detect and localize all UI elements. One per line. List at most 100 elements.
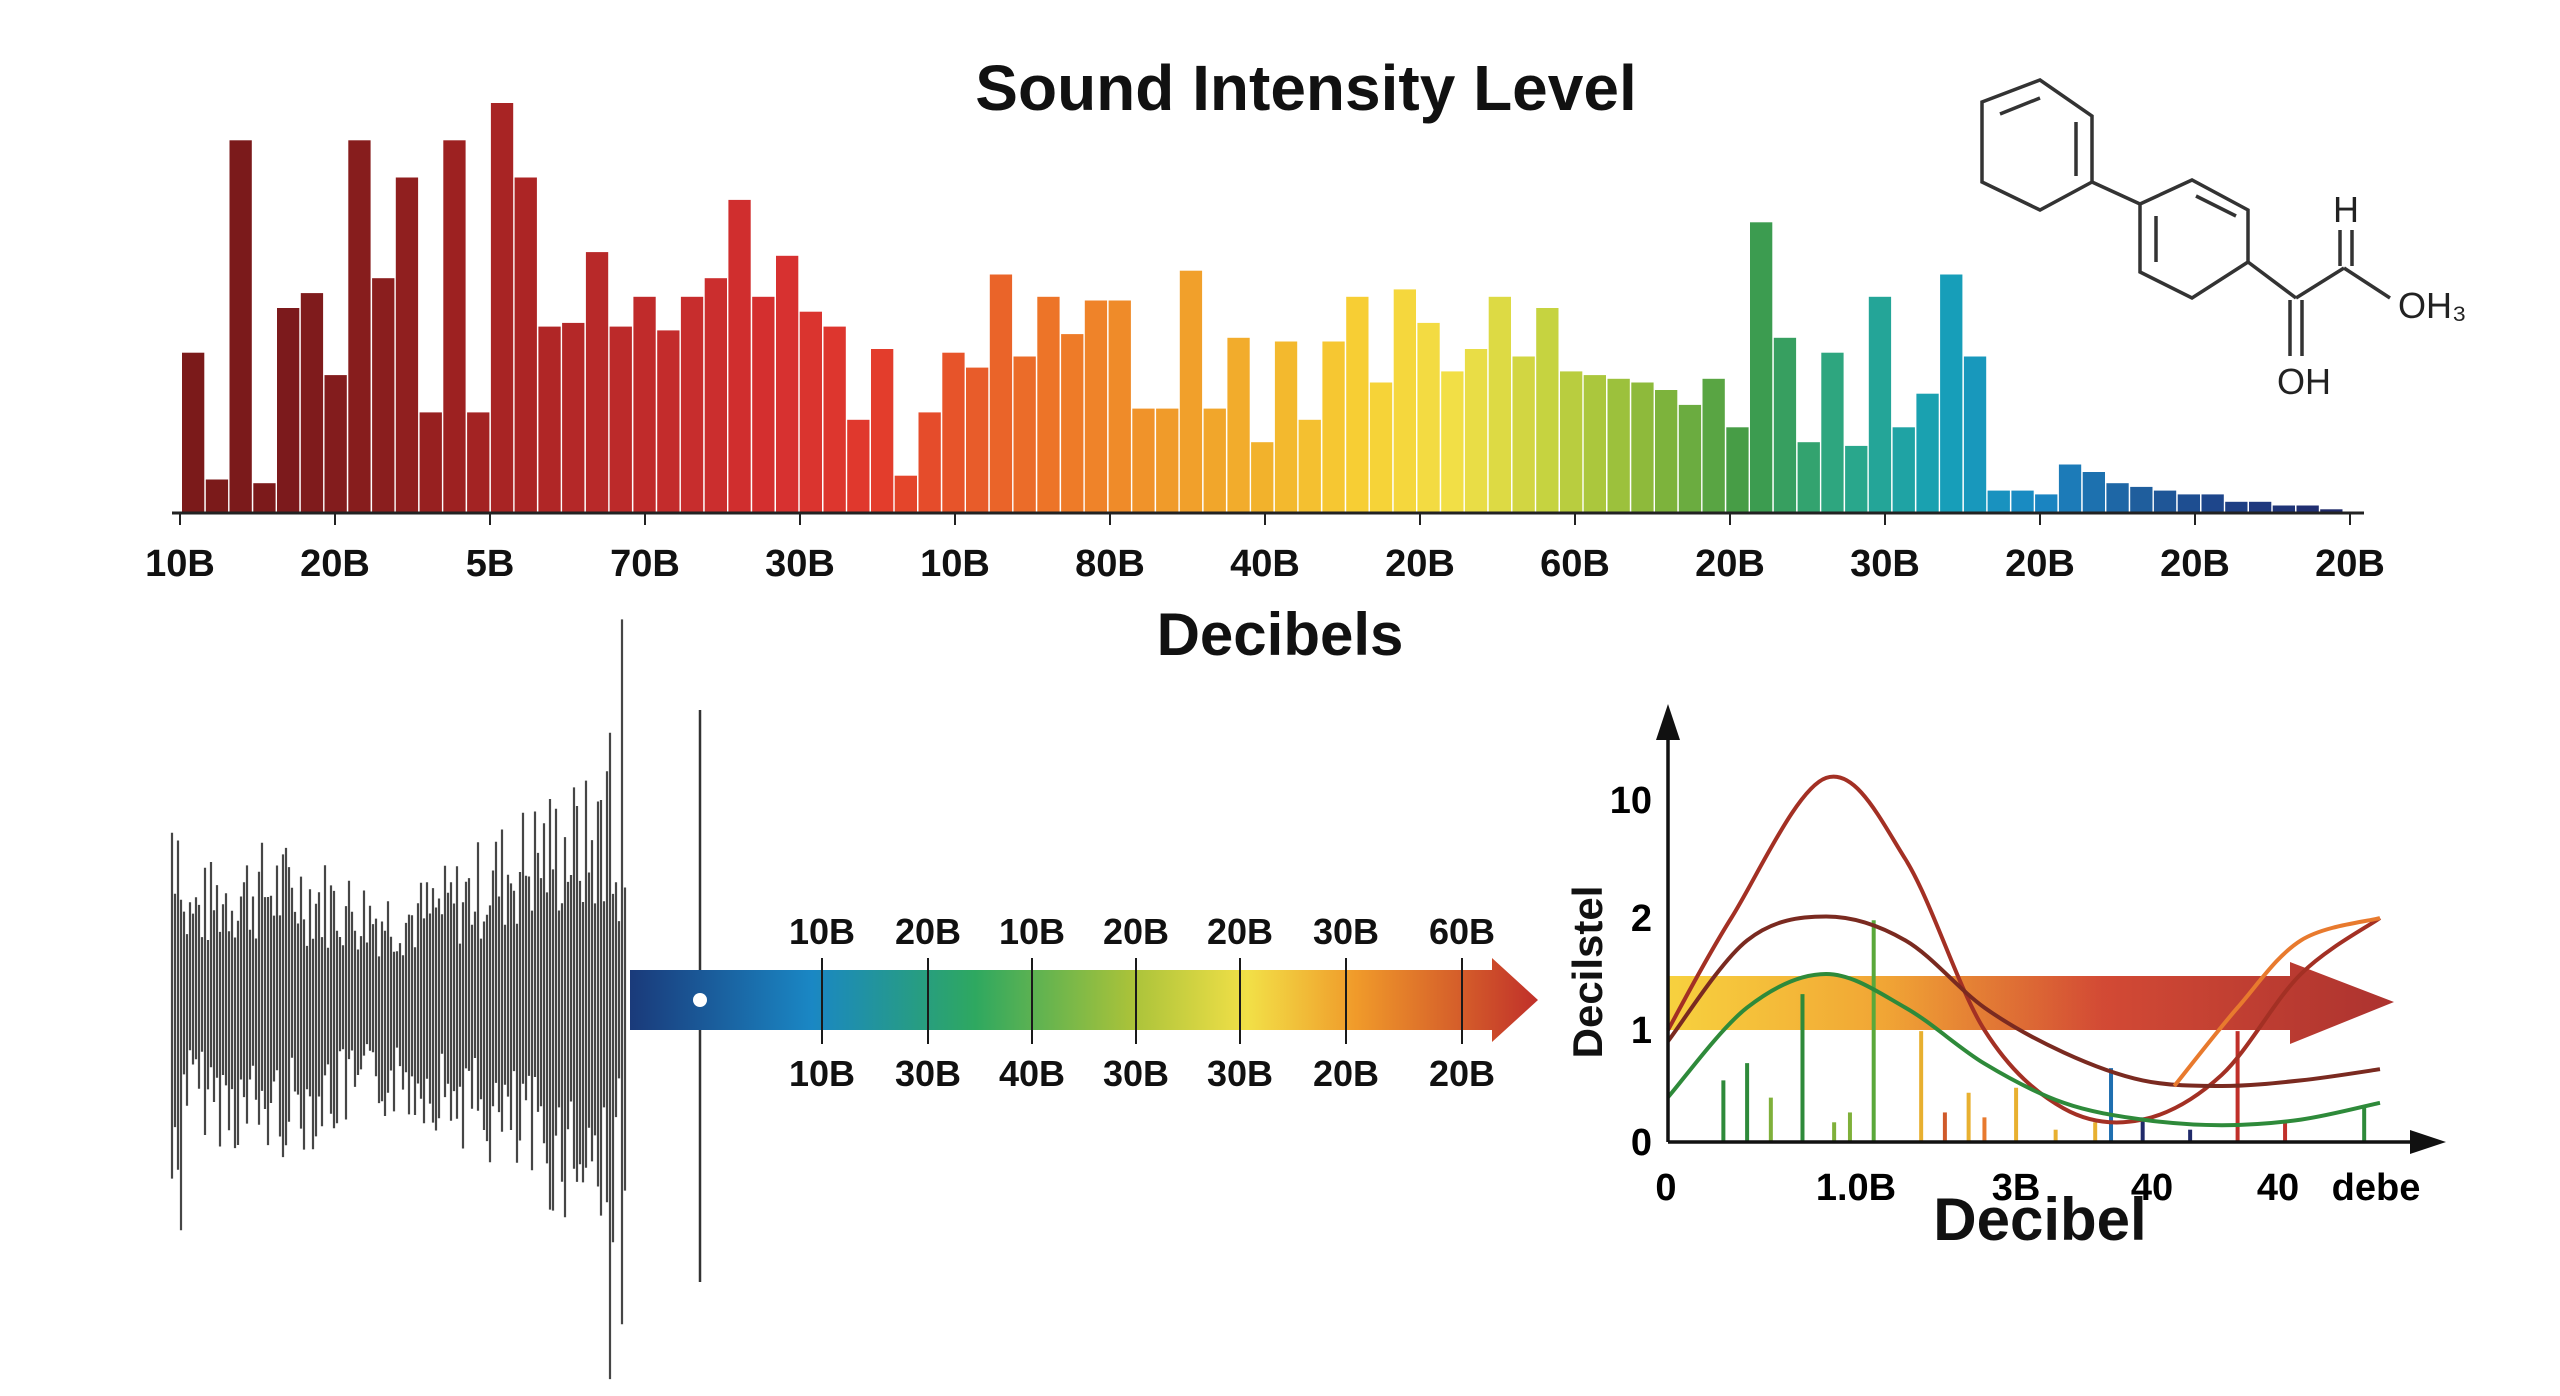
bar bbox=[1203, 408, 1226, 513]
bar bbox=[182, 352, 205, 513]
line-chart-y-label: Decilstel bbox=[1564, 886, 1611, 1059]
arrow-bottom-label: 20B bbox=[1313, 1053, 1379, 1094]
bar bbox=[443, 140, 466, 514]
bar bbox=[1369, 382, 1393, 513]
bar-chart-title: Sound Intensity Level bbox=[975, 52, 1636, 124]
x-tick-label: 20B bbox=[1385, 543, 1455, 585]
molecule-structure-icon bbox=[1980, 78, 2391, 356]
bar bbox=[894, 475, 917, 513]
bar bbox=[1156, 408, 1179, 513]
arrow-bottom-label: 30B bbox=[895, 1053, 961, 1094]
molecule-label-oh3: OH₃ bbox=[2398, 285, 2467, 326]
bar bbox=[1132, 408, 1155, 513]
arrow-top-label: 60B bbox=[1429, 911, 1495, 952]
bar bbox=[1678, 404, 1702, 513]
x-tick-label: 20B bbox=[2315, 543, 2385, 585]
bar bbox=[1417, 322, 1440, 513]
line-chart-y-ticks: 0 1 2 10 bbox=[1610, 780, 1652, 1164]
x-tick-label: 0 bbox=[1655, 1167, 1676, 1209]
bar bbox=[2106, 483, 2129, 513]
y-tick-label: 10 bbox=[1610, 780, 1652, 822]
x-tick-label: 70B bbox=[610, 543, 680, 585]
bar-chart: Sound Intensity Level 10B 20B 5B 70B 30B 10B 8… bbox=[145, 52, 2385, 668]
arrow-bottom-label: 20B bbox=[1429, 1053, 1495, 1094]
bar bbox=[1274, 341, 1298, 513]
bar bbox=[1868, 296, 1892, 513]
bar bbox=[229, 140, 252, 514]
arrow-marker-dot bbox=[693, 993, 707, 1007]
bar bbox=[1037, 296, 1060, 513]
x-tick-label: 20B bbox=[1695, 543, 1765, 585]
bar bbox=[1845, 445, 1868, 513]
line-chart-spikes bbox=[1721, 920, 2367, 1142]
bar bbox=[680, 296, 704, 513]
bar bbox=[1061, 334, 1084, 513]
bar bbox=[2177, 494, 2200, 513]
bar bbox=[609, 326, 632, 513]
x-tick-label: 5B bbox=[466, 543, 515, 585]
bar bbox=[2153, 490, 2177, 513]
bar bbox=[2058, 464, 2082, 513]
bar bbox=[1797, 442, 1820, 513]
arrow-top-label: 20B bbox=[895, 911, 961, 952]
arrow-top-label: 30B bbox=[1313, 911, 1379, 952]
arrow-top-label: 10B bbox=[789, 911, 855, 952]
bar bbox=[1726, 427, 1749, 513]
bar bbox=[704, 278, 727, 513]
bar bbox=[1963, 356, 1987, 513]
bar bbox=[633, 296, 656, 513]
bar bbox=[1512, 356, 1535, 513]
bar bbox=[324, 375, 347, 513]
bar bbox=[1441, 371, 1464, 513]
line-chart-x-label: Decibel bbox=[1933, 1186, 2146, 1253]
bar bbox=[585, 252, 609, 513]
bar bbox=[1013, 356, 1036, 513]
bar bbox=[2225, 501, 2248, 513]
x-tick-label: 20B bbox=[2005, 543, 2075, 585]
bar bbox=[372, 278, 395, 513]
bar bbox=[2035, 494, 2058, 513]
bar bbox=[752, 296, 775, 513]
x-tick-label: 40B bbox=[1230, 543, 1300, 585]
x-tick-label: debe bbox=[2332, 1167, 2421, 1209]
bar bbox=[1536, 308, 1559, 513]
gradient-arrow bbox=[630, 958, 1538, 1042]
bar bbox=[419, 412, 442, 513]
bar bbox=[1346, 296, 1369, 513]
bar bbox=[1393, 289, 1416, 513]
bar bbox=[728, 199, 751, 513]
bar bbox=[1916, 393, 1939, 513]
bar bbox=[1940, 274, 1963, 513]
arrow-bottom-label: 30B bbox=[1103, 1053, 1169, 1094]
x-tick-label: 1.0B bbox=[1816, 1167, 1896, 1209]
series-line-peak bbox=[1666, 774, 2382, 1125]
bar bbox=[2320, 509, 2343, 513]
arrow-top-label: 10B bbox=[999, 911, 1065, 952]
bar bbox=[1750, 222, 1773, 514]
bar bbox=[966, 367, 989, 513]
gradient-arrow-scale: 10B 10B 20B 30B 10B 40B 20B 30B 20B 30B 30B 20B 60B 2… bbox=[630, 911, 1538, 1094]
x-tick-label: 30B bbox=[1850, 543, 1920, 585]
bar bbox=[942, 352, 965, 513]
bar bbox=[2130, 486, 2153, 513]
bar bbox=[823, 326, 846, 513]
x-tick-label: 80B bbox=[1075, 543, 1145, 585]
bar bbox=[1488, 296, 1511, 513]
bar bbox=[2011, 490, 2034, 513]
bar bbox=[1821, 352, 1844, 513]
line-chart-x-ticks: 0 1.0B 3B 40 40 debe bbox=[1655, 1167, 2420, 1209]
bar bbox=[1322, 341, 1345, 513]
bar-chart-x-ticks: 10B 20B 5B 70B 30B 10B 80B 40B 20B 60B 20B 30B 20B 20… bbox=[145, 513, 2385, 585]
x-tick-label: 20B bbox=[2160, 543, 2230, 585]
bar bbox=[871, 349, 894, 513]
arrow-bottom-label: 10B bbox=[789, 1053, 855, 1094]
x-tick-label: 30B bbox=[765, 543, 835, 585]
bar bbox=[1892, 427, 1915, 513]
bar bbox=[538, 326, 561, 513]
bar bbox=[1179, 270, 1203, 513]
x-axis-arrow-icon bbox=[2410, 1130, 2446, 1154]
line-chart: 0 1 2 10 0 1.0B 3B 40 40 debe Decibel De… bbox=[1564, 704, 2446, 1253]
y-tick-label: 0 bbox=[1631, 1122, 1652, 1164]
bar bbox=[2272, 505, 2295, 513]
x-tick-label: 40 bbox=[2131, 1167, 2173, 1209]
